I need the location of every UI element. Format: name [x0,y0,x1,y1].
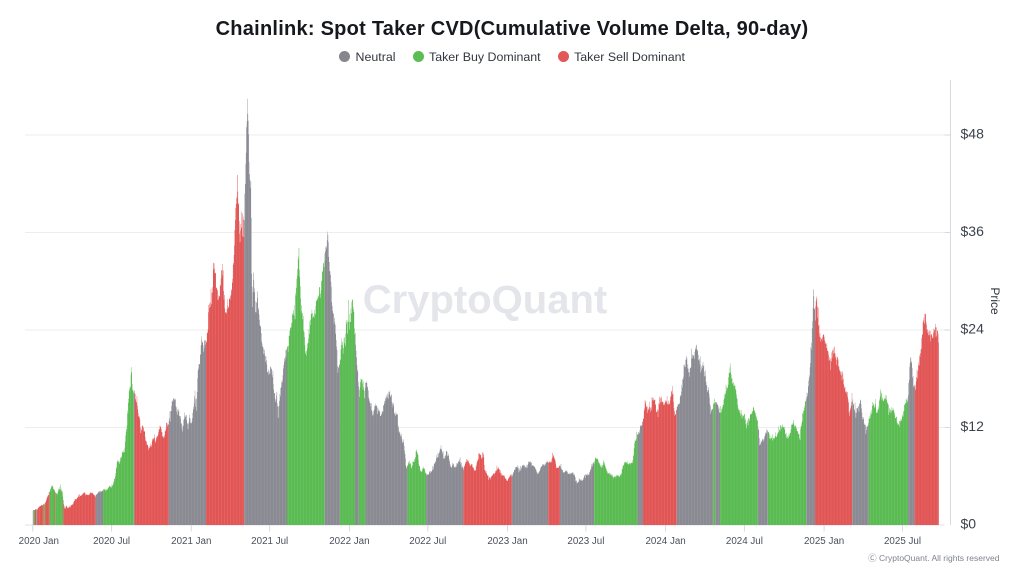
svg-text:2021 Jul: 2021 Jul [251,536,288,547]
svg-text:2024 Jan: 2024 Jan [645,536,685,547]
svg-text:CryptoQuant: CryptoQuant [363,278,607,322]
svg-text:$48: $48 [961,126,985,142]
svg-text:2020 Jan: 2020 Jan [19,536,59,547]
svg-text:$36: $36 [961,223,985,239]
svg-text:2025 Jul: 2025 Jul [884,536,921,547]
svg-text:2020 Jul: 2020 Jul [93,536,130,547]
svg-text:2021 Jan: 2021 Jan [171,536,211,547]
svg-text:Ⓒ CryptoQuant. All rights rese: Ⓒ CryptoQuant. All rights reserved [868,553,1000,563]
svg-text:2023 Jan: 2023 Jan [487,536,527,547]
svg-text:$12: $12 [961,418,985,434]
svg-text:2024 Jul: 2024 Jul [726,536,763,547]
svg-text:$0: $0 [961,516,977,532]
svg-text:2023 Jul: 2023 Jul [567,536,604,547]
svg-text:2022 Jan: 2022 Jan [329,536,369,547]
svg-text:2025 Jan: 2025 Jan [804,536,844,547]
svg-text:$24: $24 [961,321,985,337]
svg-text:Price: Price [988,287,1002,315]
svg-text:2022 Jul: 2022 Jul [409,536,446,547]
